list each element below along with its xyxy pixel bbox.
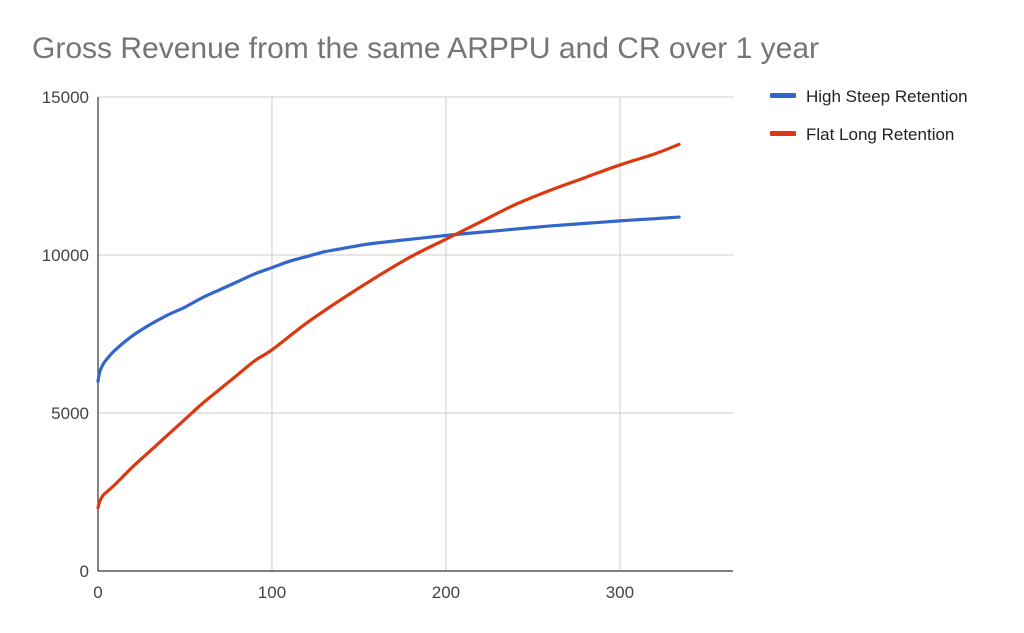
y-tick-label: 15000 xyxy=(42,88,89,107)
series-lines xyxy=(96,142,681,510)
x-tick-label: 100 xyxy=(258,583,286,602)
axes xyxy=(97,97,733,572)
legend-item-flat-long-retention[interactable]: Flat Long Retention xyxy=(770,125,954,144)
x-tick-label: 0 xyxy=(93,583,102,602)
y-tick-label: 0 xyxy=(80,562,89,581)
y-tick-label: 10000 xyxy=(42,246,89,265)
legend-label-flat-long-retention: Flat Long Retention xyxy=(806,125,954,144)
grid xyxy=(98,96,733,571)
legend-item-high-steep-retention[interactable]: High Steep Retention xyxy=(770,87,968,106)
x-tick-label: 300 xyxy=(606,583,634,602)
legend-swatch-high-steep-retention xyxy=(770,93,796,98)
legend: High Steep Retention Flat Long Retention xyxy=(770,87,968,144)
chart-title: Gross Revenue from the same ARPPU and CR… xyxy=(32,32,819,65)
legend-swatch-flat-long-retention xyxy=(770,131,796,136)
series-line-flat-long-retention xyxy=(96,142,681,510)
y-tick-labels: 0 5000 10000 15000 xyxy=(42,88,89,581)
x-tick-label: 200 xyxy=(432,583,460,602)
series-line-high-steep-retention xyxy=(96,215,681,383)
y-tick-label: 5000 xyxy=(51,404,89,423)
x-tick-labels: 0 100 200 300 xyxy=(93,583,634,602)
legend-label-high-steep-retention: High Steep Retention xyxy=(806,87,968,106)
